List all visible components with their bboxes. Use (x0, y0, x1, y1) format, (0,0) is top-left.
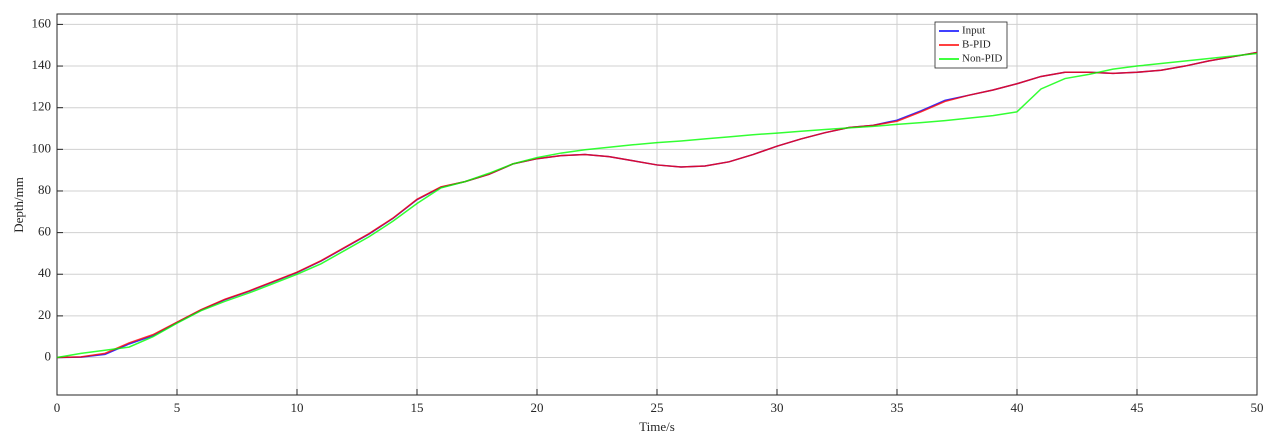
x-tick-label: 0 (54, 400, 61, 415)
legend-label: Non-PID (962, 53, 1002, 65)
legend-label: B-PID (962, 39, 991, 51)
x-tick-label: 25 (651, 400, 664, 415)
y-axis-label: Depth/mm (11, 177, 26, 233)
x-tick-label: 35 (891, 400, 904, 415)
y-tick-label: 20 (38, 307, 51, 322)
x-tick-label: 30 (771, 400, 784, 415)
x-tick-label: 5 (174, 400, 181, 415)
plot-border (56, 13, 1258, 396)
y-tick-label: 0 (45, 349, 52, 364)
x-tick-label: 15 (411, 400, 424, 415)
x-tick-label: 45 (1131, 400, 1144, 415)
x-tick-label: 40 (1011, 400, 1024, 415)
x-tick-label: 20 (531, 400, 544, 415)
data-line (56, 52, 1258, 359)
y-tick-label: 40 (38, 265, 51, 280)
y-tick-label: 120 (32, 99, 52, 114)
y-tick-label: 160 (32, 15, 52, 30)
data-line (56, 51, 1258, 359)
y-tick-label: 60 (38, 224, 51, 239)
x-tick-label: 50 (1251, 400, 1264, 415)
y-tick-label: 140 (32, 57, 52, 72)
legend-label: Input (962, 25, 985, 37)
y-tick-label: 80 (38, 182, 51, 197)
x-tick-label: 10 (291, 400, 304, 415)
x-axis-label: Time/s (639, 419, 675, 434)
y-tick-label: 100 (32, 140, 52, 155)
